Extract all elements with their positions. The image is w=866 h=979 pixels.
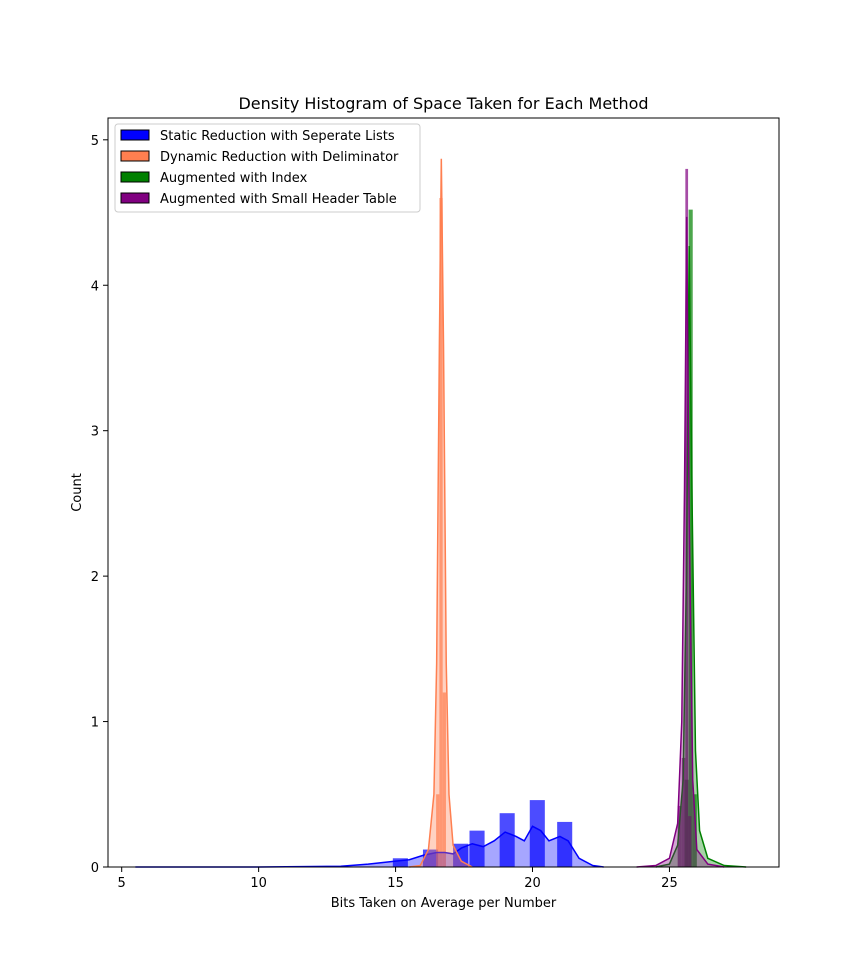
legend-swatch: [120, 150, 150, 162]
histogram-bar: [392, 858, 408, 867]
y-axis-ticks: 0 1 2 3 4 5: [91, 134, 108, 876]
histogram-bar: [677, 805, 682, 867]
x-axis-label: Bits Taken on Average per Number: [331, 896, 557, 911]
y-tick-label: 3: [91, 425, 99, 440]
kde-line: [655, 245, 747, 868]
y-tick-label: 2: [91, 570, 99, 585]
histogram-bars: [392, 168, 697, 868]
histogram-bar: [439, 197, 443, 867]
histogram-bar: [688, 209, 693, 867]
legend-label: Dynamic Reduction with Deliminator: [160, 150, 399, 165]
plot-frame: [107, 117, 780, 868]
x-axis-ticks: 5 10 15 20 25: [118, 867, 678, 891]
y-tick-label: 4: [91, 279, 99, 294]
legend-label: Static Reduction with Seperate Lists: [160, 129, 395, 144]
y-tick-label: 0: [91, 861, 99, 876]
legend-swatch: [120, 171, 150, 183]
histogram-bar: [499, 813, 515, 867]
kde-line: [135, 825, 604, 868]
histogram-bar: [688, 816, 692, 867]
histogram-bar: [442, 692, 446, 867]
x-tick-label: 25: [661, 876, 678, 891]
legend-box: [114, 123, 421, 213]
histogram-bar: [436, 794, 440, 867]
kde-line: [636, 216, 725, 868]
histogram-bar: [529, 800, 545, 867]
kde-curves: [135, 158, 747, 868]
histogram-bar: [453, 843, 469, 867]
histogram-bar: [557, 821, 573, 867]
x-tick-label: 20: [524, 876, 541, 891]
y-axis-label: Count: [70, 473, 85, 512]
y-tick-label: 1: [91, 716, 99, 731]
kde-area: [135, 826, 604, 867]
legend: Static Reduction with Seperate Lists Dyna…: [114, 123, 421, 213]
legend-swatch: [120, 129, 150, 141]
histogram-bar: [469, 830, 485, 867]
legend-label: Augmented with Small Header Table: [160, 192, 397, 207]
x-tick-label: 5: [118, 876, 126, 891]
histogram-bar: [681, 757, 686, 867]
x-tick-label: 15: [387, 876, 404, 891]
kde-area: [409, 158, 473, 867]
histogram-bar: [692, 794, 697, 867]
y-tick-label: 5: [91, 134, 99, 149]
chart-title: Density Histogram of Space Taken for Eac…: [238, 94, 648, 113]
legend-swatch: [120, 192, 150, 204]
legend-label: Augmented with Index: [160, 171, 308, 186]
kde-line: [409, 158, 473, 868]
x-tick-label: 10: [250, 876, 267, 891]
